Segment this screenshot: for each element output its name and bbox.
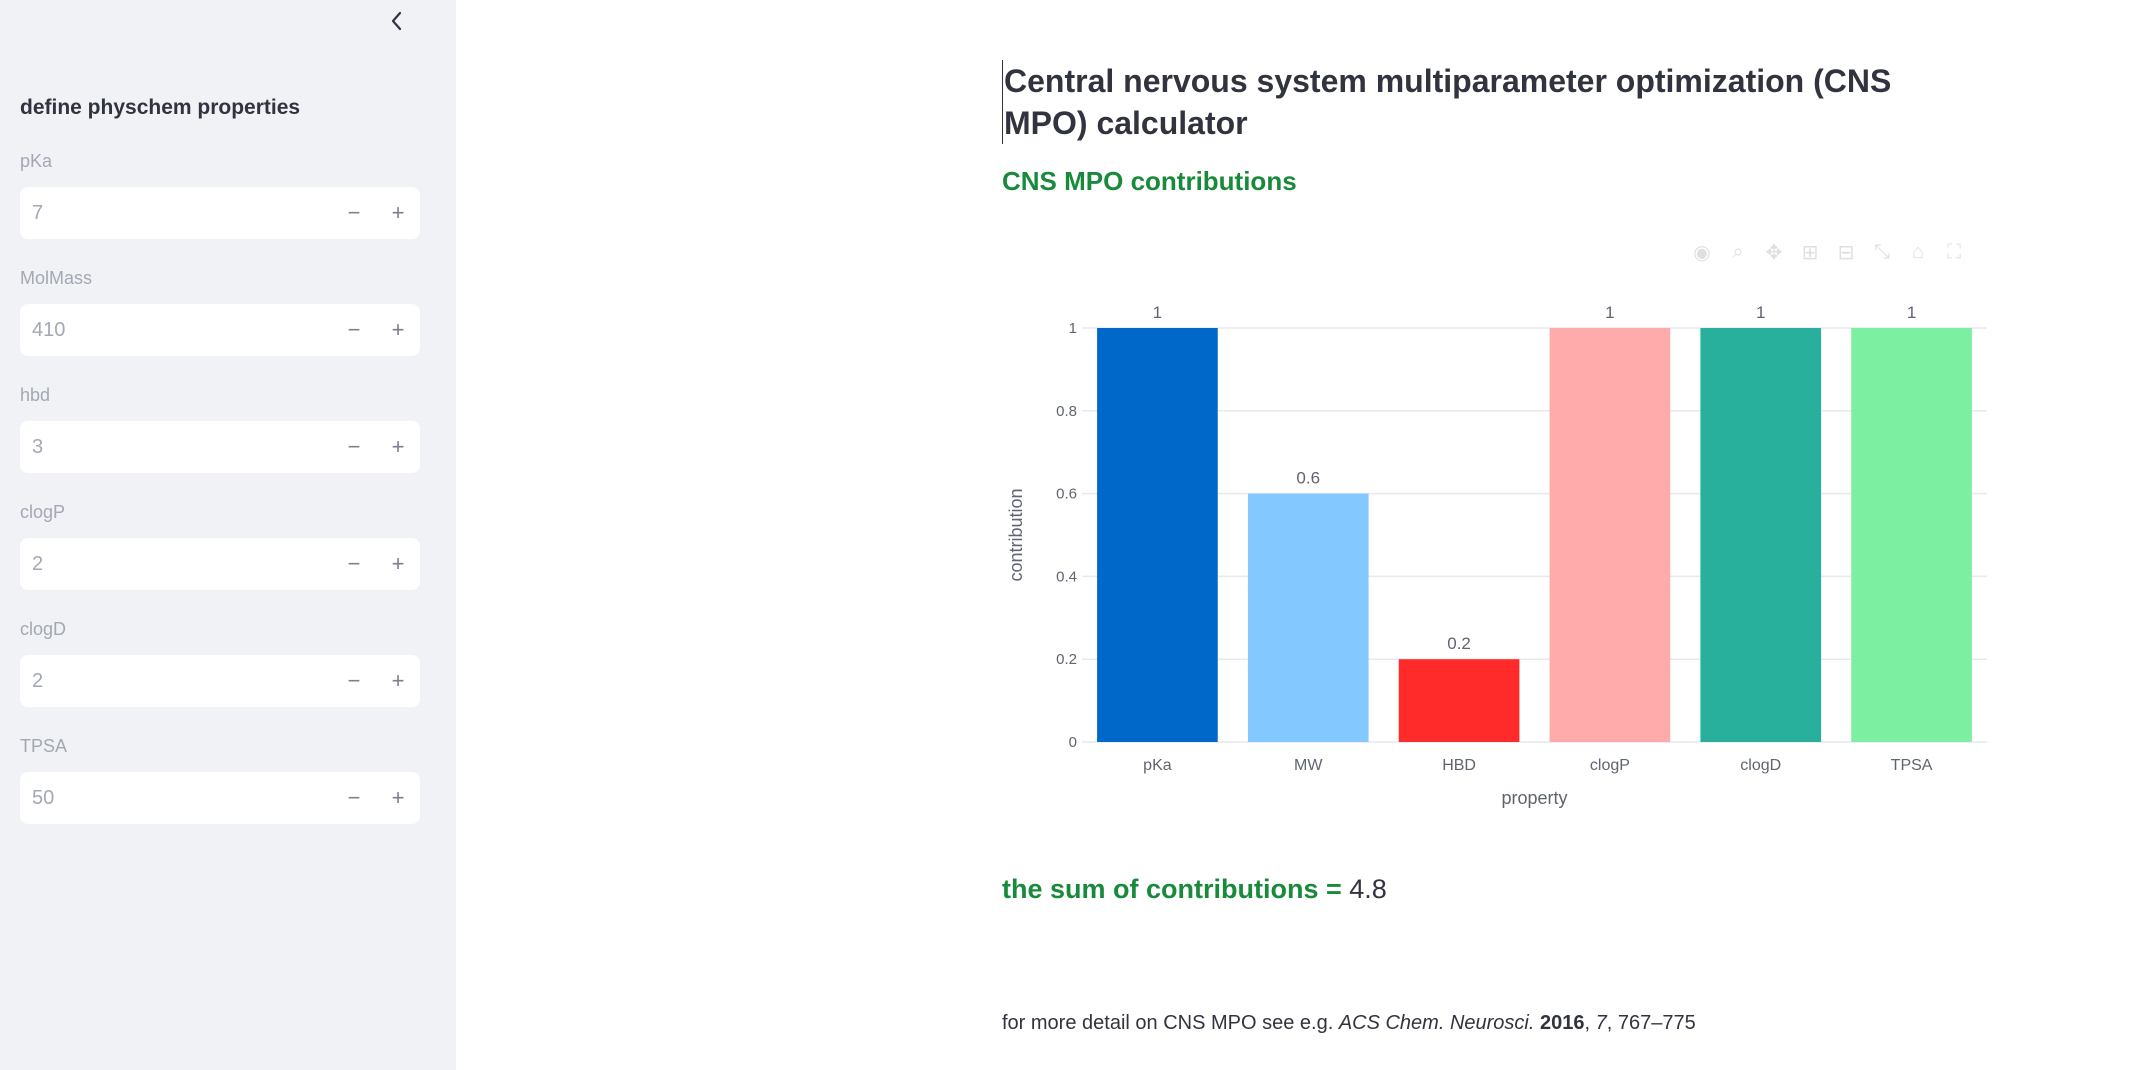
molmass-value[interactable]: 410 xyxy=(32,318,66,341)
autoscale-icon[interactable]: ⤡ xyxy=(1874,240,1890,263)
x-tick-label: TPSA xyxy=(1891,757,1933,774)
clogp-value[interactable]: 2 xyxy=(32,552,44,575)
chart-modebar: ◉ ⌕ ✥ ⊞ ⊟ ⤡ ⌂ ⛶ xyxy=(1688,238,1968,266)
bar-data-label: 1 xyxy=(1907,303,1916,322)
sum-label: the sum of contributions = xyxy=(1002,874,1350,904)
bar-data-label: 1 xyxy=(1605,303,1614,322)
clogp-increment-button[interactable]: + xyxy=(391,551,405,576)
hbd-field: hbd 3 − + xyxy=(20,384,420,473)
pka-field: pKa 7 − + xyxy=(20,150,420,239)
pka-decrement-button[interactable]: − xyxy=(347,200,361,225)
clogd-increment-button[interactable]: + xyxy=(391,668,405,693)
clogd-value[interactable]: 2 xyxy=(32,669,44,692)
pka-increment-button[interactable]: + xyxy=(391,200,405,225)
contributions-chart-container: ◉ ⌕ ✥ ⊞ ⊟ ⤡ ⌂ ⛶ 0 0.2 0.4 0.6 0.8 1 1 pKa 0.6 MW 0… xyxy=(1002,228,1992,828)
x-axis-title: property xyxy=(1501,788,1567,808)
clogp-field: clogP 2 − + xyxy=(20,501,420,590)
bar xyxy=(1851,328,1972,742)
tpsa-label: TPSA xyxy=(20,736,68,756)
contributions-subheading: CNS MPO contributions xyxy=(1002,166,1297,196)
bar-data-label: 0.2 xyxy=(1447,634,1471,653)
clogp-label: clogP xyxy=(20,502,66,522)
hbd-value[interactable]: 3 xyxy=(32,435,44,458)
home-icon[interactable]: ⌂ xyxy=(1911,240,1925,263)
x-tick-label: pKa xyxy=(1143,757,1172,774)
bar xyxy=(1398,659,1520,742)
fullscreen-icon[interactable]: ⛶ xyxy=(1947,240,1961,263)
molmass-decrement-button[interactable]: − xyxy=(347,317,361,342)
molmass-number-input: 410 − + xyxy=(20,304,420,356)
clogd-decrement-button[interactable]: − xyxy=(347,668,361,693)
hbd-number-input: 3 − + xyxy=(20,421,420,473)
pan-icon[interactable]: ✥ xyxy=(1765,241,1783,264)
zoom-icon[interactable]: ⌕ xyxy=(1732,240,1744,263)
y-axis-title: contribution xyxy=(1006,488,1026,581)
pka-value[interactable]: 7 xyxy=(32,201,44,224)
molmass-label: MolMass xyxy=(20,268,93,288)
molmass-field: MolMass 410 − + xyxy=(20,267,420,356)
bar xyxy=(1549,328,1671,742)
zoom-in-icon[interactable]: ⊞ xyxy=(1801,241,1819,264)
clogp-decrement-button[interactable]: − xyxy=(347,551,361,576)
bar-data-label: 0.6 xyxy=(1296,469,1320,488)
pka-label: pKa xyxy=(20,151,53,171)
collapse-sidebar-button[interactable] xyxy=(382,6,412,36)
y-tick-label: 0.6 xyxy=(1056,486,1077,503)
y-tick-label: 0.4 xyxy=(1056,568,1077,585)
hbd-increment-button[interactable]: + xyxy=(391,434,405,459)
clogd-number-input: 2 − + xyxy=(20,655,420,707)
sidebar-heading: define physchem properties xyxy=(20,96,301,119)
hbd-label: hbd xyxy=(20,385,51,405)
x-tick-label: clogP xyxy=(1590,757,1630,774)
reference-prefix: for more detail on CNS MPO see e.g. xyxy=(1002,1012,1339,1034)
x-tick-label: HBD xyxy=(1442,757,1476,774)
chevron-left-icon xyxy=(391,11,402,31)
clogd-label: clogD xyxy=(20,619,67,639)
contributions-bar-chart: 0 0.2 0.4 0.6 0.8 1 1 pKa 0.6 MW 0.2 HBD 1 clogP 1 clog… xyxy=(1006,303,1987,808)
clogd-field: clogD 2 − + xyxy=(20,618,420,707)
camera-icon[interactable]: ◉ xyxy=(1693,241,1711,264)
bar xyxy=(1097,328,1218,742)
reference-pages: , 767–775 xyxy=(1606,1012,1696,1034)
sum-of-contributions: the sum of contributions = 4.8 xyxy=(1002,874,1387,905)
tpsa-value[interactable]: 50 xyxy=(32,786,55,809)
tpsa-field: TPSA 50 − + xyxy=(20,735,420,824)
zoom-out-icon[interactable]: ⊟ xyxy=(1837,241,1855,264)
tpsa-increment-button[interactable]: + xyxy=(391,785,405,810)
bar xyxy=(1247,493,1369,742)
y-tick-label: 0.8 xyxy=(1056,403,1077,420)
tpsa-number-input: 50 − + xyxy=(20,772,420,824)
reference-volume: 7 xyxy=(1595,1012,1607,1034)
page-title: Central nervous system multiparameter op… xyxy=(1002,60,1964,144)
reference-year: 2016 xyxy=(1540,1012,1585,1034)
bar xyxy=(1700,328,1822,742)
clogp-number-input: 2 − + xyxy=(20,538,420,590)
reference-journal: ACS Chem. Neurosci. xyxy=(1338,1012,1535,1034)
hbd-decrement-button[interactable]: − xyxy=(347,434,361,459)
sidebar: define physchem properties pKa 7 − + Mol… xyxy=(0,0,456,1070)
x-tick-label: clogD xyxy=(1740,757,1781,774)
sum-value: 4.8 xyxy=(1349,874,1387,904)
pka-number-input: 7 − + xyxy=(20,187,420,239)
y-tick-label: 1 xyxy=(1069,320,1077,337)
bar-data-label: 1 xyxy=(1153,303,1162,322)
x-tick-label: MW xyxy=(1294,757,1323,774)
y-tick-label: 0.2 xyxy=(1056,651,1077,668)
tpsa-decrement-button[interactable]: − xyxy=(347,785,361,810)
reference-note: for more detail on CNS MPO see e.g. ACS … xyxy=(1002,1012,1696,1034)
molmass-increment-button[interactable]: + xyxy=(391,317,405,342)
y-tick-label: 0 xyxy=(1069,734,1077,751)
bar-data-label: 1 xyxy=(1756,303,1765,322)
